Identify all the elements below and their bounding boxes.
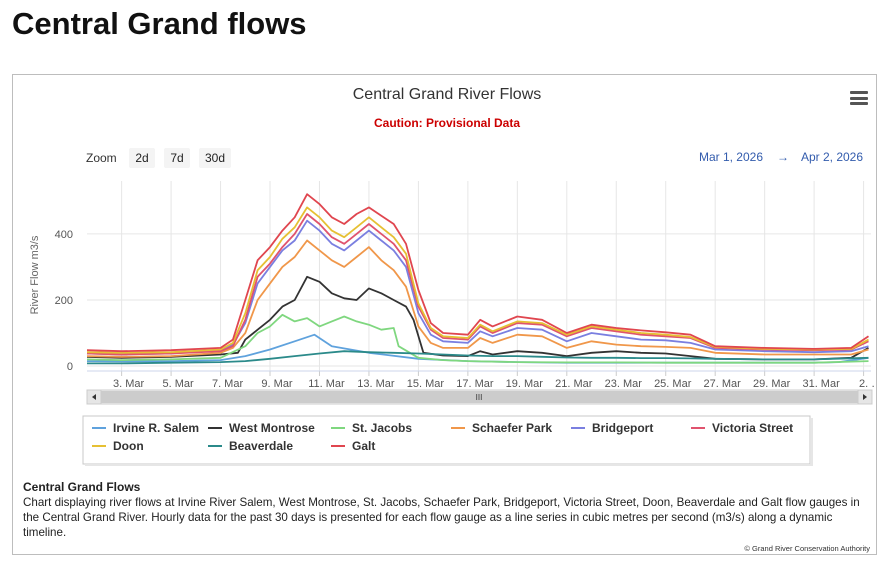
chart-subtitle: Caution: Provisional Data	[374, 116, 520, 130]
x-tick-label: 21. Mar	[555, 378, 593, 390]
x-tick-label: 13. Mar	[357, 378, 395, 390]
x-axis-ticks: 3. Mar 5. Mar 7. Mar 9. Mar 11. Mar 13. Mar 15…	[113, 378, 876, 390]
range-arrow: →	[777, 150, 789, 164]
x-tick-label: 2. …	[859, 378, 876, 390]
legend-label: Galt	[352, 439, 375, 453]
legend-item-4[interactable]: Bridgeport	[571, 421, 653, 435]
legend-item-2[interactable]: St. Jacobs	[331, 421, 412, 435]
menu-bar-2	[850, 96, 868, 100]
series-line-7[interactable]	[87, 350, 869, 365]
x-tick-label: 15. Mar	[407, 378, 445, 390]
legend-item-5[interactable]: Victoria Street	[691, 421, 793, 435]
legend-label: Bridgeport	[592, 421, 653, 435]
legend-label: Schaefer Park	[472, 421, 552, 435]
x-tick-label: 23. Mar	[605, 378, 643, 390]
legend-label: Doon	[113, 439, 144, 453]
series-line-3[interactable]	[86, 239, 869, 358]
menu-bar-1	[850, 91, 868, 94]
series-line-2[interactable]	[86, 313, 869, 364]
x-tick-label: 7. Mar	[212, 378, 244, 390]
scrollbar-grip: III	[476, 393, 483, 402]
scrollbar-thumb[interactable]	[101, 391, 858, 403]
legend-box: Irvine R. Salem West Montrose St. Jacobs Sc…	[82, 415, 813, 466]
chart-title: Central Grand River Flows	[353, 86, 542, 103]
zoom-button-7d[interactable]: 7d	[164, 148, 190, 168]
legend-item-8[interactable]: Galt	[331, 439, 375, 453]
y-axis-label: River Flow m3/s	[29, 235, 41, 314]
legend-item-3[interactable]: Schaefer Park	[451, 421, 552, 435]
x-tick-label: 25. Mar	[654, 378, 692, 390]
x-tick-label: 19. Mar	[506, 378, 544, 390]
range-from-input[interactable]: Mar 1, 2026	[699, 150, 763, 164]
plot-lines	[86, 193, 870, 365]
description-title: Central Grand Flows	[23, 480, 141, 494]
legend-item-7[interactable]: Beaverdale	[208, 439, 293, 453]
y-tick-label: 200	[55, 295, 73, 307]
series-line-1[interactable]	[86, 275, 869, 361]
plot-grid	[87, 181, 871, 376]
x-tick-label: 27. Mar	[704, 378, 742, 390]
x-tick-label: 9. Mar	[261, 378, 293, 390]
legend-item-6[interactable]: Doon	[92, 439, 144, 453]
legend-label: Beaverdale	[229, 439, 293, 453]
chart-svg: Central Grand River Flows Caution: Provi…	[29, 86, 876, 466]
chart-container: Central Grand River Flows Caution: Provi…	[12, 74, 877, 555]
legend-item-1[interactable]: West Montrose	[208, 421, 315, 435]
series-line-8[interactable]	[86, 193, 870, 353]
legend-item-0[interactable]: Irvine R. Salem	[92, 421, 199, 435]
zoom-button-2d-label: 2d	[135, 151, 148, 165]
zoom-button-2d[interactable]: 2d	[129, 148, 155, 168]
x-tick-label: 5. Mar	[162, 378, 194, 390]
y-tick-label: 400	[55, 229, 73, 241]
legend-label: Irvine R. Salem	[113, 421, 199, 435]
zoom-label: Zoom	[86, 151, 117, 165]
scroll-left-arrow-icon	[92, 394, 96, 400]
series-line-4[interactable]	[86, 219, 869, 356]
legend-label: St. Jacobs	[352, 421, 412, 435]
x-tick-label: 3. Mar	[113, 378, 145, 390]
zoom-button-30d[interactable]: 30d	[199, 148, 231, 168]
x-tick-label: 11. Mar	[308, 378, 345, 390]
x-tick-label: 17. Mar	[456, 378, 494, 390]
credit-text: © Grand River Conservation Authority	[744, 544, 870, 553]
legend-label: Victoria Street	[712, 421, 793, 435]
x-tick-label: 29. Mar	[753, 378, 791, 390]
page-title: Central Grand flows	[12, 6, 307, 41]
y-tick-label: 0	[67, 361, 73, 373]
chart-menu-icon[interactable]	[850, 91, 868, 105]
description-text: Chart displaying river flows at Irvine R…	[23, 496, 860, 539]
legend-label: West Montrose	[229, 421, 315, 435]
series-line-5[interactable]	[86, 213, 869, 356]
zoom-button-30d-label: 30d	[205, 151, 225, 165]
x-tick-label: 31. Mar	[802, 378, 840, 390]
series-line-6[interactable]	[86, 206, 869, 354]
scroll-right-arrow-icon	[863, 394, 867, 400]
menu-bar-3	[850, 102, 868, 105]
y-axis-ticks: 0 200 400	[55, 229, 73, 373]
range-to-input[interactable]: Apr 2, 2026	[801, 150, 863, 164]
zoom-button-7d-label: 7d	[170, 151, 183, 165]
navigator-scrollbar[interactable]: III	[86, 389, 873, 405]
